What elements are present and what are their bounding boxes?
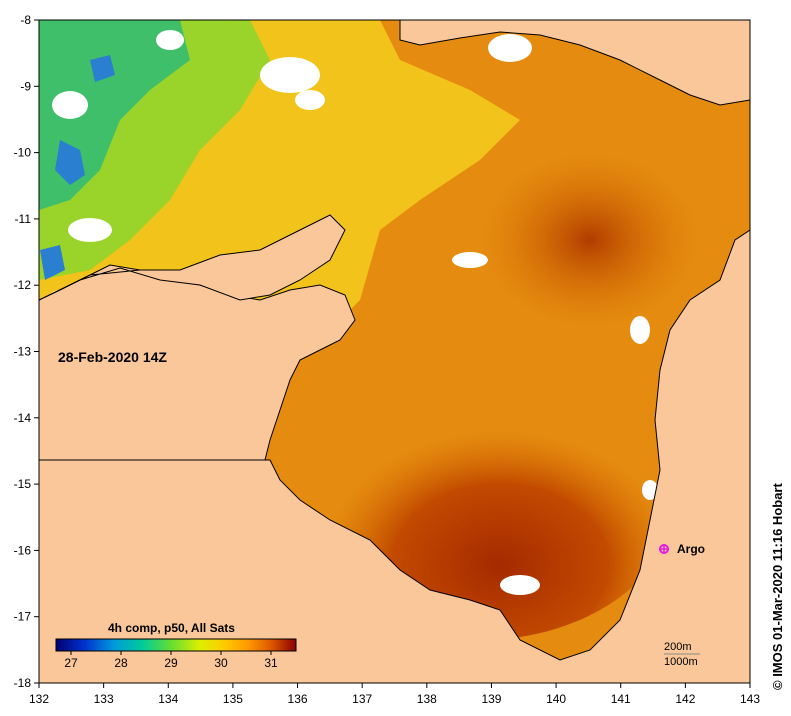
depth-1000-label: 1000m	[664, 656, 698, 668]
y-tick-label: -10	[14, 146, 32, 160]
x-tick-label: 138	[417, 692, 437, 706]
argo-marker: Argo	[659, 542, 705, 556]
colorbar-tick-label: 31	[264, 656, 278, 670]
x-axis: 132 133 134 135 136 137 138 139 140 141 142 143	[29, 683, 760, 706]
credit-text: © IMOS 01-Mar-2020 11:16 Hobart	[770, 483, 785, 690]
land-arnhem	[39, 264, 356, 461]
sst-blue-patches	[40, 55, 115, 280]
y-tick-label: -9	[20, 79, 31, 93]
x-tick-label: 143	[740, 692, 760, 706]
colorbar-tick-label: 27	[64, 656, 78, 670]
x-tick-label: 137	[352, 692, 372, 706]
y-tick-label: -13	[14, 345, 32, 359]
x-tick-label: 136	[288, 692, 308, 706]
y-tick-label: -16	[14, 543, 32, 557]
y-tick-label: -12	[14, 278, 32, 292]
colorbar-tick-label: 30	[214, 656, 228, 670]
y-axis: -8 -9 -10 -11 -12 -13 -14 -15 -16 -17 -18	[14, 13, 39, 690]
y-tick-label: -17	[14, 610, 32, 624]
depth-scale: 200m 1000m	[664, 641, 700, 668]
colorbar-title: 4h comp, p50, All Sats	[108, 621, 235, 635]
depth-200-label: 200m	[664, 641, 692, 653]
plot-area	[39, 20, 750, 683]
cloud-mask	[48, 30, 658, 595]
x-tick-label: 134	[158, 692, 178, 706]
colorbar: 4h comp, p50, All Sats 27 28 29 30 31	[55, 621, 297, 670]
y-tick-label: -15	[14, 477, 32, 491]
colorbar-tick-label: 29	[164, 656, 178, 670]
y-tick-label: -11	[15, 212, 32, 226]
x-tick-label: 132	[29, 692, 49, 706]
x-tick-label: 142	[675, 692, 695, 706]
x-tick-label: 139	[481, 692, 501, 706]
x-tick-label: 141	[611, 692, 631, 706]
y-tick-label: -14	[14, 411, 32, 425]
x-tick-label: 133	[94, 692, 114, 706]
land-new-guinea	[399, 20, 750, 106]
y-tick-label: -18	[14, 676, 32, 690]
colorbar-tick-label: 28	[114, 656, 128, 670]
y-tick-label: -8	[20, 13, 31, 27]
argo-label: Argo	[677, 542, 705, 556]
colorbar-gradient	[55, 638, 297, 652]
x-tick-label: 135	[223, 692, 243, 706]
sst-warm-core-north	[480, 150, 700, 330]
land-queensland	[39, 229, 750, 683]
colorbar-ticks: 27 28 29 30 31	[64, 651, 278, 670]
land-arnhem-north	[39, 214, 346, 301]
x-tick-label: 140	[546, 692, 566, 706]
date-label: 28-Feb-2020 14Z	[58, 349, 167, 365]
